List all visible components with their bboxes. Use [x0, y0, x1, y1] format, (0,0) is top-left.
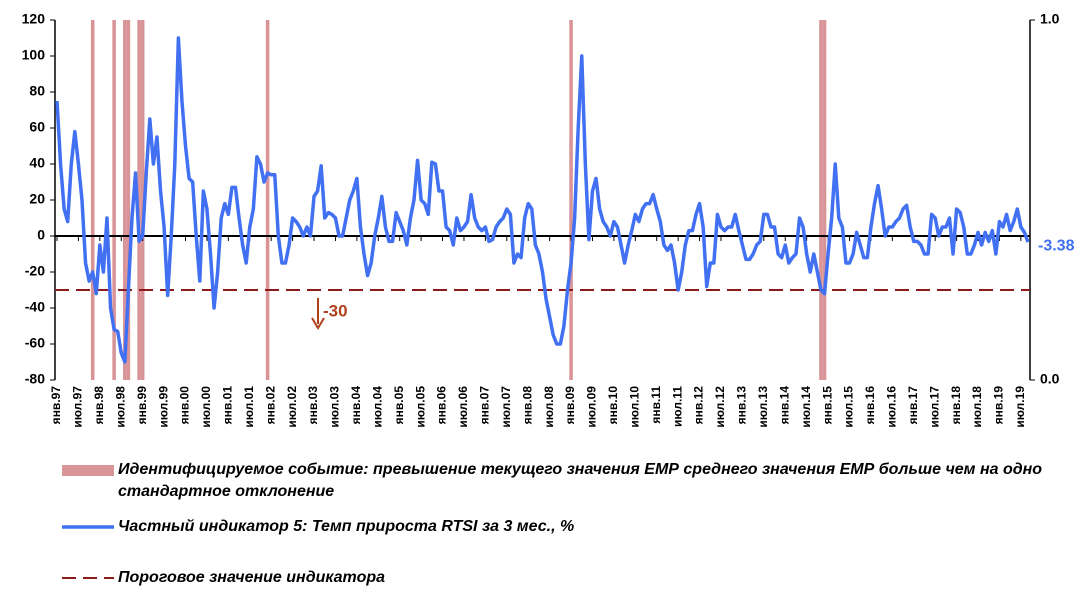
x-tick-label: июл.07: [499, 386, 513, 428]
threshold-annotation: -30: [323, 301, 348, 320]
event-bar: [569, 20, 573, 380]
x-tick-label: июл.11: [670, 386, 684, 427]
y-tick-label: 40: [29, 155, 45, 171]
x-tick-label: июл.12: [713, 386, 727, 428]
event-bar: [137, 20, 141, 380]
x-tick-label: янв.07: [478, 386, 492, 425]
x-tick-label: июл.05: [413, 386, 427, 428]
x-tick-label: июл.06: [456, 386, 470, 428]
x-tick-label: янв.02: [263, 386, 277, 425]
x-tick-label: янв.11: [649, 386, 663, 424]
event-bar: [123, 20, 127, 380]
x-tick-label: июл.18: [970, 386, 984, 428]
legend-threshold-label: Пороговое значение индикатора: [118, 569, 386, 586]
event-bar: [822, 20, 827, 380]
event-bar: [126, 20, 131, 380]
x-tick-label: июл.04: [370, 386, 384, 428]
x-tick-label: июл.09: [585, 386, 599, 428]
x-tick-label: янв.18: [949, 386, 963, 425]
y-tick-label: 20: [29, 191, 45, 207]
x-tick-label: июл.10: [627, 386, 641, 428]
event-bar: [112, 20, 116, 380]
x-tick-label: июл.02: [285, 386, 299, 428]
annotation-arrow-head: [311, 317, 325, 330]
y2-tick-label: 0.0: [1040, 371, 1060, 387]
x-tick-label: янв.15: [820, 386, 834, 425]
x-tick-label: июл.98: [113, 386, 127, 428]
y-tick-label: -40: [25, 299, 45, 315]
x-tick-label: июл.03: [328, 386, 342, 428]
x-tick-label: янв.99: [135, 386, 149, 425]
x-tick-label: июл.16: [885, 386, 899, 428]
x-tick-label: янв.13: [735, 386, 749, 425]
x-tick-label: июл.00: [199, 386, 213, 428]
x-tick-label: янв.19: [992, 386, 1006, 425]
x-tick-label: янв.16: [863, 386, 877, 425]
y-tick-label: 80: [29, 83, 45, 99]
x-tick-label: янв.01: [221, 386, 235, 425]
x-tick-label: июл.19: [1013, 386, 1027, 428]
x-tick-label: янв.06: [435, 386, 449, 425]
y2-tick-label: 1.0: [1040, 11, 1060, 27]
legend-line-label: Частный индикатор 5: Темп прироста RTSI …: [118, 518, 575, 535]
x-tick-label: янв.05: [392, 386, 406, 425]
y-tick-label: -60: [25, 335, 45, 351]
x-tick-label: июл.15: [842, 386, 856, 428]
x-tick-label: янв.00: [178, 386, 192, 425]
x-tick-label: янв.98: [92, 386, 106, 425]
y-tick-label: -20: [25, 263, 45, 279]
x-tick-label: июл.17: [927, 386, 941, 428]
y-tick-label: 0: [37, 227, 45, 243]
last-value-label: -3.38: [1038, 237, 1075, 254]
y-tick-label: 60: [29, 119, 45, 135]
x-tick-label: янв.12: [692, 386, 706, 425]
x-tick-label: янв.97: [49, 386, 63, 425]
event-bar: [265, 20, 270, 380]
x-tick-label: янв.09: [563, 386, 577, 425]
event-bar: [819, 20, 823, 380]
y-tick-label: 120: [22, 11, 46, 27]
x-tick-label: янв.03: [306, 386, 320, 425]
x-tick-label: июл.01: [242, 386, 256, 428]
legend-event-label: Идентифицируемое событие: превышение тек…: [118, 461, 1043, 500]
x-tick-label: янв.10: [606, 386, 620, 425]
x-tick-label: июл.97: [71, 386, 85, 428]
x-tick-label: янв.04: [349, 386, 363, 425]
x-tick-label: июл.99: [156, 386, 170, 428]
legend-event-swatch: [62, 465, 114, 476]
event-bar: [90, 20, 95, 380]
x-tick-label: янв.14: [777, 386, 791, 425]
x-tick-label: июл.08: [542, 386, 556, 428]
x-tick-label: июл.13: [756, 386, 770, 428]
event-bar: [140, 20, 145, 380]
y-tick-label: 100: [22, 47, 46, 63]
x-tick-label: янв.08: [520, 386, 534, 425]
rtsi-line: [55, 36, 1030, 364]
x-tick-label: янв.17: [906, 386, 920, 425]
x-tick-label: июл.14: [799, 386, 813, 428]
y-tick-label: -80: [25, 371, 45, 387]
